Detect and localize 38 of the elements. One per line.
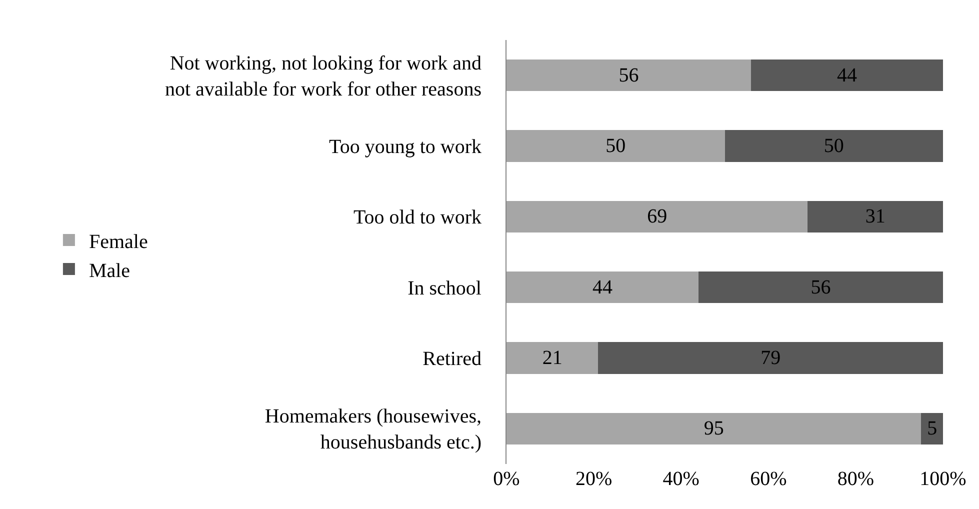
x-tick-label: 60%: [750, 468, 787, 490]
bar: [921, 412, 943, 445]
bar: [506, 130, 725, 162]
y-tick-label: Retired: [422, 348, 482, 370]
data-label: 5: [927, 418, 938, 440]
data-label: 50: [606, 135, 626, 157]
data-label: 31: [865, 206, 886, 228]
data-label: 79: [760, 347, 781, 369]
legend-label: Male: [88, 260, 130, 282]
bar: [506, 200, 808, 233]
y-tick-label: Too old to work: [353, 206, 482, 229]
bar: [598, 342, 943, 374]
data-label: 21: [542, 347, 562, 369]
bar: [698, 271, 943, 304]
x-tick-label: 80%: [837, 468, 874, 490]
x-tick-label: 0%: [493, 468, 520, 490]
bar: [750, 59, 943, 92]
bar: [506, 271, 699, 304]
data-label: 56: [618, 64, 639, 86]
data-label: 95: [704, 418, 724, 440]
data-label: 44: [592, 276, 613, 298]
data-label: 56: [810, 276, 831, 298]
bar: [506, 59, 751, 92]
legend-label: Female: [88, 230, 148, 253]
x-tick-label: 100%: [920, 468, 966, 490]
y-tick-label: Not working, not looking for work and not available for work for other reasons: [164, 52, 482, 100]
bar: [724, 130, 943, 162]
data-label: 69: [647, 206, 668, 228]
data-label: 44: [836, 64, 857, 86]
x-tick-label: 20%: [575, 468, 612, 490]
y-tick-label: Too young to work: [329, 136, 482, 158]
data-label: 50: [824, 135, 844, 157]
bar: [808, 200, 943, 233]
x-tick-label: 40%: [662, 468, 700, 490]
bar: [506, 412, 922, 445]
y-tick-label: In school: [408, 277, 482, 300]
bar: [506, 342, 598, 374]
y-tick-label: Homemakers (housewives, househusbands etc.): [264, 406, 482, 454]
